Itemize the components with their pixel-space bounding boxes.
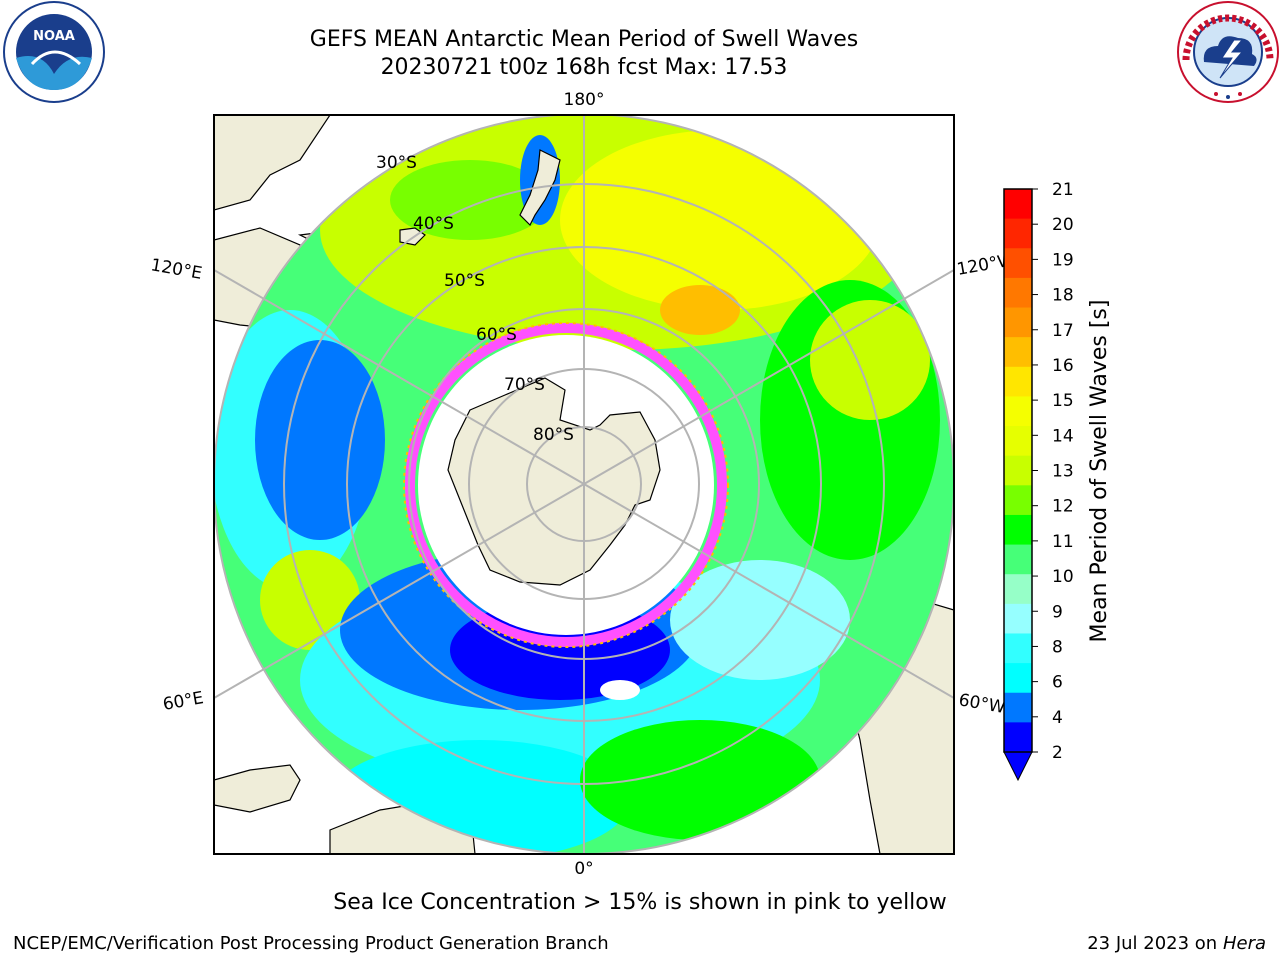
colorbar-tick-label: 16 (1052, 356, 1074, 376)
colorbar-tick-label: 8 (1052, 637, 1063, 657)
tasmania (399, 227, 426, 246)
colorbar-tick-label: 18 (1052, 286, 1074, 306)
lat-label-60s: 60°S (476, 325, 517, 345)
lon-label-60w: 60°W (957, 690, 1007, 718)
date-text: 23 Jul 2023 on (1087, 933, 1218, 954)
colorbar-tick-label: 10 (1052, 567, 1074, 587)
colorbar-tick-label: 11 (1052, 532, 1074, 552)
graticule (214, 115, 954, 854)
colorbar-swatch (1004, 396, 1032, 427)
nws-logo-icon (1177, 1, 1279, 103)
colorbar-tick-label: 19 (1052, 250, 1074, 270)
colorbar-tick-label: 12 (1052, 497, 1074, 517)
colorbar-tick-label: 21 (1052, 180, 1074, 200)
sea-ice-note: Sea Ice Concentration > 15% is shown in … (333, 890, 947, 915)
colorbar-swatch (1004, 722, 1032, 753)
colorbar-tick-label: 13 (1052, 462, 1074, 482)
colorbar-swatch (1004, 426, 1032, 457)
credit-line: NCEP/EMC/Verification Post Processing Pr… (13, 933, 609, 954)
colorbar-tick-label: 4 (1052, 708, 1063, 728)
colorbar-swatch (1004, 514, 1032, 546)
colorbar-tick-label: 9 (1052, 602, 1063, 622)
lat-label-40s: 40°S (413, 214, 454, 234)
colorbar-swatch (1004, 663, 1032, 694)
colorbar-swatch (1004, 455, 1032, 486)
colorbar-tick-label: 6 (1052, 673, 1063, 693)
colorbar-swatch (1004, 544, 1032, 575)
colorbar-swatch (1004, 692, 1032, 723)
lat-label-80s: 80°S (533, 425, 574, 445)
colorbar-tick-label: 14 (1052, 426, 1074, 446)
colorbar-swatch (1004, 277, 1032, 309)
date-line: 23 Jul 2023 on Hera (1087, 933, 1266, 954)
colorbar-tick-label: 20 (1052, 215, 1074, 235)
colorbar-swatch (1004, 189, 1032, 220)
chart-title: GEFS MEAN Antarctic Mean Period of Swell… (309, 27, 859, 52)
colorbar: 21 20 19 18 17 16 15 14 13 12 11 10 9 8 6 4 2 (1003, 180, 1074, 782)
chart-subtitle: 20230721 t00z 168h fcst Max: 17.53 (380, 55, 788, 80)
colorbar-swatch (1004, 485, 1032, 516)
lat-label-50s: 50°S (444, 271, 485, 291)
lat-label-30s: 30°S (376, 153, 417, 173)
colorbar-extend-min (1003, 751, 1033, 782)
colorbar-swatch (1004, 603, 1032, 634)
lat-label-70s: 70°S (504, 375, 545, 395)
colorbar-tick-label: 2 (1052, 743, 1063, 763)
noaa-logo-icon: NOAA (3, 1, 105, 103)
colorbar-swatch (1004, 307, 1032, 338)
colorbar-swatch (1004, 248, 1032, 279)
colorbar-swatch (1004, 633, 1032, 664)
colorbar-swatch (1004, 218, 1032, 249)
lon-label-60e: 60°E (161, 688, 205, 715)
map-frame-content (214, 115, 954, 854)
map-frame (213, 114, 955, 855)
lon-label-120e: 120°E (149, 255, 203, 284)
colorbar-swatch (1004, 337, 1032, 368)
colorbar-swatch (1004, 366, 1032, 397)
colorbar-tick-label: 15 (1052, 391, 1074, 411)
machine-name: Hera (1222, 933, 1266, 954)
lon-label-180: 180° (564, 90, 605, 110)
colorbar-label: Mean Period of Swell Waves [s] (1087, 300, 1112, 643)
noaa-logo-text: NOAA (33, 29, 75, 44)
colorbar-swatch (1004, 574, 1032, 605)
lon-label-0: 0° (574, 859, 593, 879)
antarctica (447, 377, 661, 586)
colorbar-tick-label: 17 (1052, 321, 1074, 341)
